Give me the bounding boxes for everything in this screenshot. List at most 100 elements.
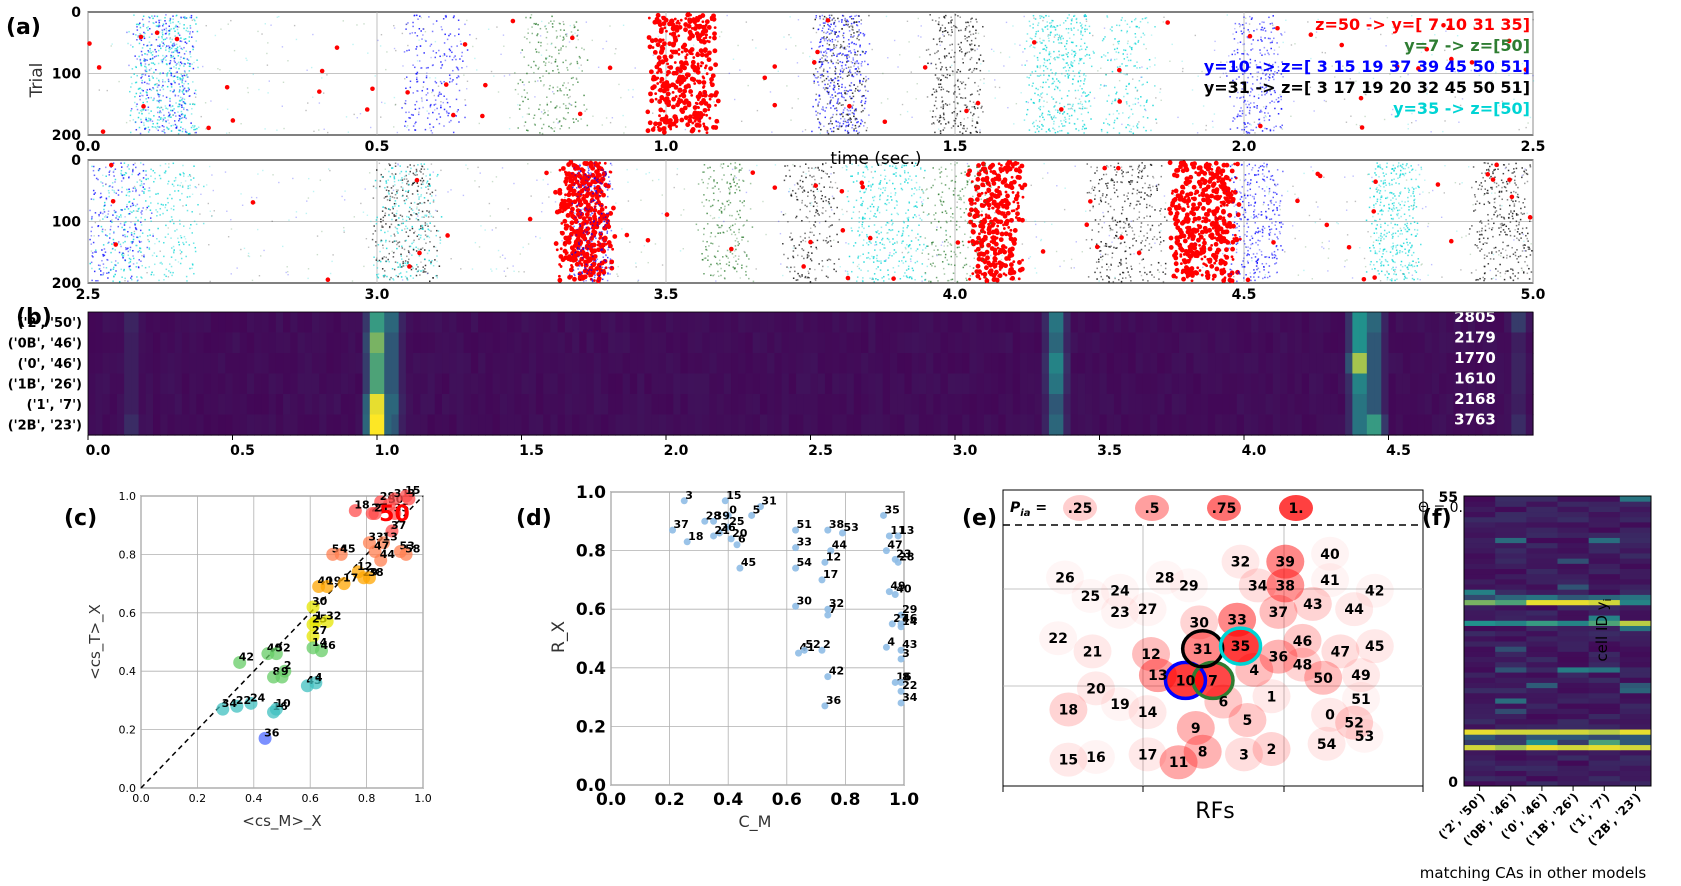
spike-mark xyxy=(1118,97,1120,100)
spike-mark xyxy=(565,104,567,107)
spike-mark xyxy=(769,91,772,93)
spike-mark xyxy=(157,36,160,39)
spike-mark xyxy=(137,208,140,210)
spike-mark xyxy=(179,58,181,61)
spike-mark xyxy=(939,44,941,46)
spike-mark xyxy=(1250,49,1252,51)
spike-mark xyxy=(422,81,425,83)
spike-mark xyxy=(837,35,840,38)
spike-mark xyxy=(1213,49,1216,52)
spike-mark xyxy=(93,270,96,273)
spike-mark xyxy=(144,218,146,221)
spike-mark xyxy=(849,71,852,74)
spike-mark xyxy=(434,189,437,192)
spike-mark xyxy=(188,70,191,72)
spike-mark xyxy=(1261,86,1264,89)
spike-mark xyxy=(419,15,421,18)
spike-mark xyxy=(1399,76,1402,78)
spike-mark xyxy=(527,28,529,30)
spike-mark xyxy=(182,164,184,167)
spike-mark xyxy=(576,60,578,63)
spike-mark xyxy=(971,118,974,120)
spike-mark xyxy=(1053,88,1056,91)
spike-mark xyxy=(1145,16,1148,19)
spike-mark xyxy=(955,26,957,28)
spike-mark xyxy=(581,216,587,222)
spike-mark xyxy=(177,51,179,54)
spike-mark xyxy=(1126,53,1129,56)
spike-mark xyxy=(158,25,161,27)
spike-mark xyxy=(1255,64,1258,66)
spike-mark xyxy=(669,125,671,127)
spike-mark xyxy=(171,51,173,54)
spike-mark xyxy=(142,186,145,188)
spike-mark xyxy=(529,41,531,44)
spike-mark xyxy=(170,82,172,85)
spike-mark xyxy=(135,66,138,69)
spike-mark xyxy=(111,182,114,184)
spike-mark xyxy=(383,197,386,199)
spike-mark xyxy=(441,28,443,31)
spike-mark xyxy=(128,64,130,67)
spike-mark xyxy=(189,184,191,187)
spike-mark xyxy=(951,49,953,51)
spike-mark xyxy=(1268,53,1270,56)
spike-mark xyxy=(696,51,699,55)
spike-mark xyxy=(442,101,444,104)
spike-mark xyxy=(397,224,400,226)
spike-mark xyxy=(143,254,145,256)
spike-mark xyxy=(747,84,749,87)
spike-mark xyxy=(1124,49,1127,52)
spike-mark xyxy=(977,85,980,87)
spike-mark xyxy=(966,105,969,108)
spike-mark xyxy=(852,95,855,98)
spike-mark xyxy=(136,244,138,247)
spike-mark xyxy=(153,56,156,58)
spike-mark xyxy=(814,18,817,21)
spike-mark xyxy=(569,103,571,106)
spike-mark xyxy=(846,19,848,21)
spike-mark xyxy=(395,202,397,205)
spike-mark xyxy=(620,96,622,99)
spike-mark xyxy=(681,93,687,99)
spike-mark xyxy=(174,47,177,50)
spike-mark xyxy=(1121,16,1123,19)
spike-mark xyxy=(952,70,954,73)
spike-mark xyxy=(183,172,185,175)
spike-mark xyxy=(971,120,974,122)
spike-mark xyxy=(842,109,845,111)
spike-mark xyxy=(1108,94,1110,97)
spike-mark xyxy=(715,65,718,67)
spike-mark xyxy=(1259,52,1262,54)
spike-mark xyxy=(123,222,126,224)
spike-mark xyxy=(1084,28,1086,31)
spike-mark xyxy=(941,24,944,27)
spike-mark xyxy=(399,214,402,217)
spike-mark xyxy=(931,123,933,125)
spike-mark xyxy=(863,35,865,37)
spike-mark xyxy=(449,55,451,58)
spike-mark xyxy=(659,45,662,47)
spike-mark xyxy=(462,60,464,62)
spike-mark xyxy=(816,77,818,79)
spike-mark xyxy=(1050,116,1053,118)
spike-mark xyxy=(1047,34,1050,36)
spike-mark xyxy=(402,218,404,221)
spike-mark xyxy=(359,112,362,115)
spike-mark xyxy=(938,17,940,19)
spike-mark xyxy=(89,209,91,212)
spike-mark xyxy=(135,166,137,169)
spike-mark xyxy=(831,94,833,96)
spike-mark xyxy=(824,54,827,57)
spike-mark xyxy=(702,76,706,80)
spike-mark xyxy=(1154,26,1156,28)
spike-mark xyxy=(954,122,957,125)
spike-mark xyxy=(845,113,848,116)
spike-mark xyxy=(432,111,434,114)
spike-mark xyxy=(823,39,826,42)
spike-mark xyxy=(162,23,165,26)
spike-mark xyxy=(173,80,175,82)
spike-mark xyxy=(562,39,564,41)
spike-mark xyxy=(857,34,860,36)
spike-mark xyxy=(189,65,191,68)
